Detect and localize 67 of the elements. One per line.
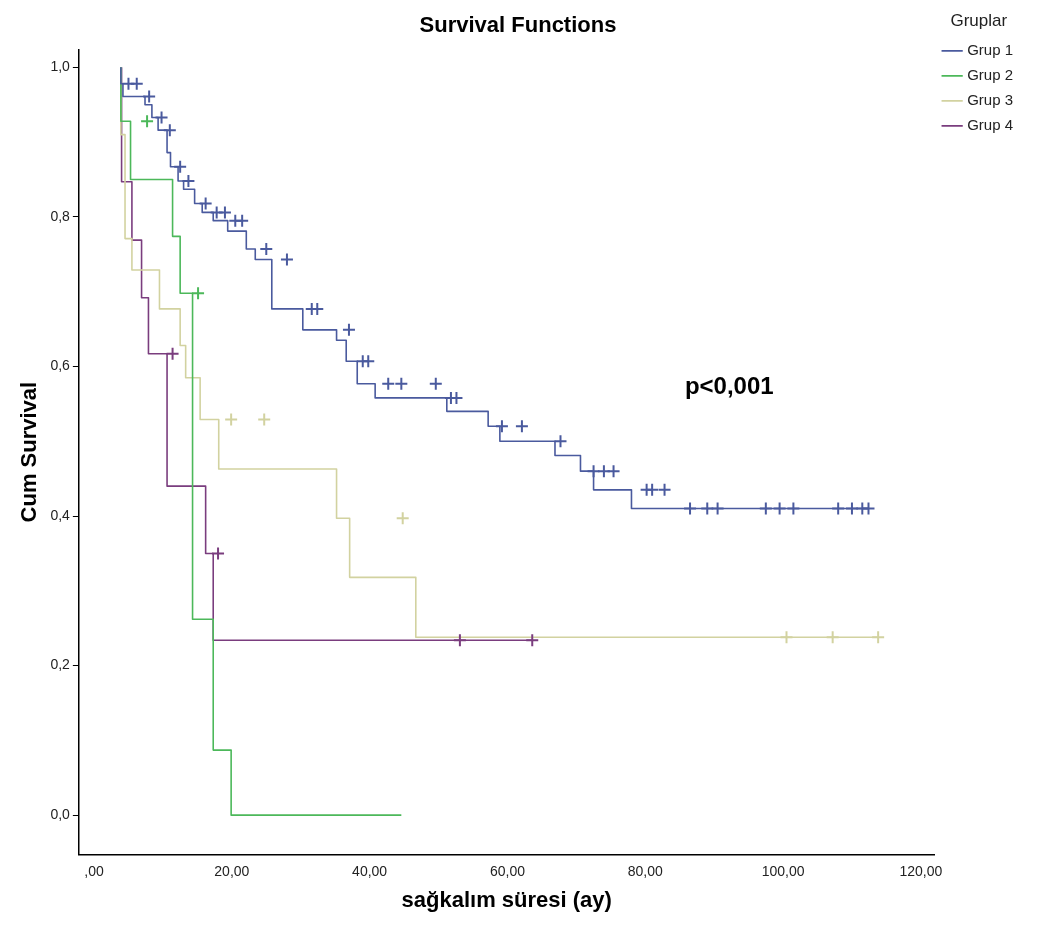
point: [525, 633, 540, 648]
point: [394, 376, 409, 391]
point: [606, 464, 621, 479]
point: [428, 376, 443, 391]
point: [395, 511, 410, 526]
point: [235, 213, 250, 228]
x-tick-label: 60,00: [489, 863, 526, 880]
point: [381, 376, 396, 391]
point: [191, 286, 206, 301]
point: [657, 482, 672, 497]
x-tick-label: 120,00: [899, 863, 943, 880]
point: [181, 174, 196, 189]
point: [514, 419, 529, 434]
point: [129, 76, 144, 91]
point: [786, 501, 801, 516]
legend-label: Grup 2: [967, 66, 1013, 84]
chart-title: Survival Functions: [419, 12, 617, 38]
legend-label: Grup 3: [967, 91, 1013, 109]
y-axis-title: Cum Survival: [16, 381, 42, 523]
point: [361, 354, 376, 369]
point: [825, 630, 840, 645]
y-tick-label: 1,0: [50, 58, 71, 75]
point: [279, 252, 294, 267]
point: [173, 159, 188, 174]
point: [165, 346, 180, 361]
point: [198, 196, 213, 211]
legend-label: Grup 1: [967, 41, 1013, 59]
x-tick-label: ,00: [84, 863, 104, 880]
annotation: p<0,001: [684, 372, 774, 400]
y-tick-label: 0,2: [50, 656, 71, 673]
y-tick-label: 0,6: [50, 357, 71, 374]
y-tick-label: 0,8: [50, 207, 71, 224]
point: [217, 205, 232, 220]
y-tick-label: 0,4: [50, 506, 71, 523]
point: [844, 501, 859, 516]
legend-title: Gruplar: [950, 11, 1008, 31]
point: [586, 464, 601, 479]
point: [683, 501, 698, 516]
point: [259, 242, 274, 257]
point: [257, 412, 272, 427]
x-tick-label: 20,00: [214, 863, 250, 880]
point: [758, 501, 773, 516]
point: [779, 630, 794, 645]
x-tick-label: 100,00: [761, 863, 805, 880]
point: [553, 434, 568, 449]
x-tick-label: 40,00: [352, 863, 388, 880]
x-axis-title: sağkalım süresi (ay): [401, 886, 612, 912]
point: [831, 501, 846, 516]
point: [494, 419, 509, 434]
point: [154, 110, 169, 125]
legend-label: Grup 4: [967, 116, 1013, 134]
point: [211, 546, 226, 561]
point: [162, 123, 177, 138]
point: [142, 89, 157, 104]
point: [645, 482, 660, 497]
point: [224, 412, 239, 427]
x-tick-label: 80,00: [627, 863, 663, 880]
point: [871, 630, 886, 645]
point: [452, 633, 467, 648]
point: [140, 114, 155, 129]
point: [596, 464, 611, 479]
point: [861, 501, 876, 516]
y-tick-label: 0,0: [50, 806, 71, 823]
point: [710, 501, 725, 516]
point: [341, 322, 356, 337]
point: [772, 501, 787, 516]
point: [700, 501, 715, 516]
